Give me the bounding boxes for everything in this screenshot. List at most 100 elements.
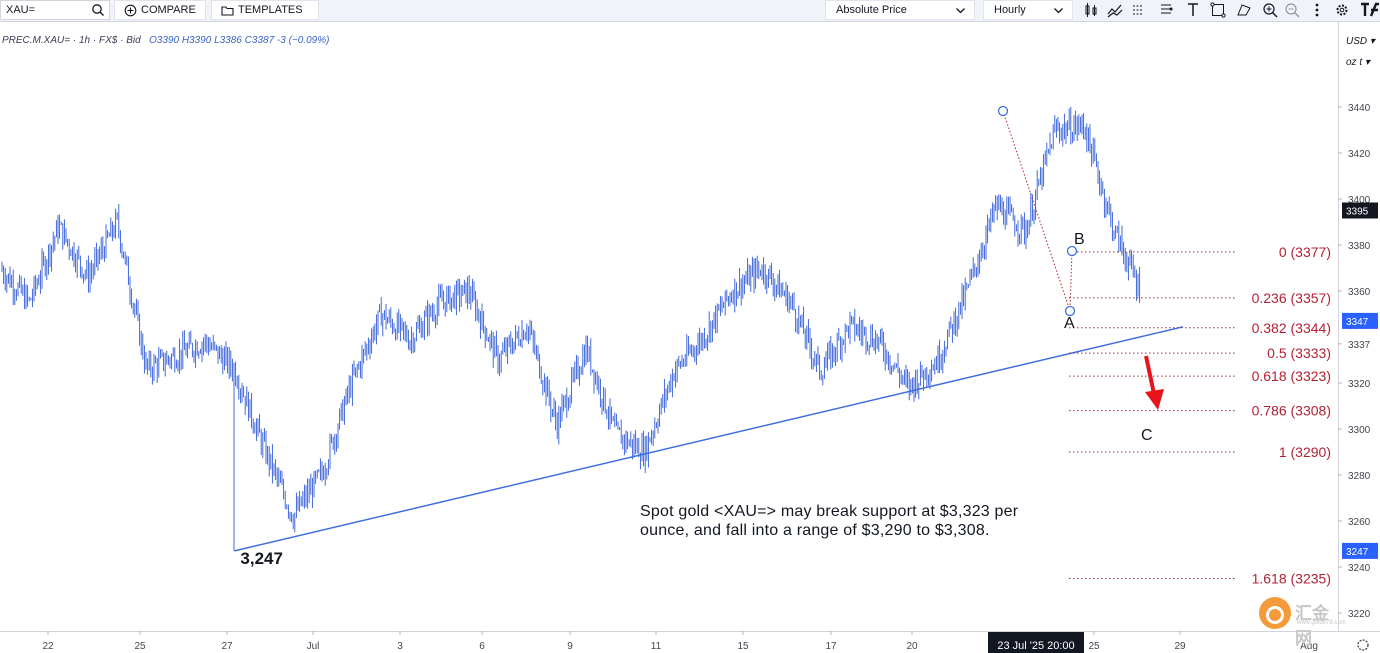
price-tag-3347: 3347 [1346, 317, 1369, 328]
time-tick-label: 17 [825, 641, 837, 652]
price-tick-label: 3320 [1348, 379, 1371, 390]
price-tick-label: 3440 [1348, 103, 1371, 114]
more-icon[interactable] [1309, 2, 1325, 18]
add-circle-icon [124, 4, 137, 17]
text-icon[interactable] [1185, 2, 1201, 18]
time-tick-label: 25 [1088, 641, 1100, 652]
drawings-icon[interactable] [1131, 2, 1147, 18]
current-price-tag-bg [1342, 202, 1378, 219]
swing-low-label: 3,247 [240, 549, 283, 568]
price-tick-label: 3360 [1348, 287, 1371, 298]
fib-label-1: 1 (3290) [1279, 444, 1331, 460]
unit-value: oz t [1346, 57, 1363, 68]
time-tick-label: 25 [134, 641, 146, 652]
interval-value: Hourly [994, 4, 1026, 16]
time-tick-label: Aug [1300, 641, 1318, 652]
shapes-icon[interactable] [1210, 2, 1226, 18]
time-tick-label: 11 [651, 641, 662, 652]
chevron-down-icon [956, 8, 965, 14]
price-tag-3247-bg [1342, 542, 1378, 559]
price-tick-label: 3380 [1348, 241, 1371, 252]
time-tick-label: 20 [906, 641, 918, 652]
close-value: C3387 [244, 35, 275, 46]
current-price-tag: 3395 [1346, 207, 1369, 218]
fib-label-0.618: 0.618 (3323) [1252, 368, 1331, 384]
currency-select[interactable]: USD ▾ [1346, 36, 1375, 47]
analysis-note: Spot gold <XAU=> may break support at $3… [640, 502, 1100, 540]
down-arrow [1144, 355, 1156, 395]
time-tick-label: 6 [479, 641, 485, 652]
open-value: O3390 [149, 35, 180, 46]
time-tick-label: Jul [307, 641, 320, 652]
price-mode-value: Absolute Price [836, 4, 907, 16]
candles-icon[interactable] [1083, 2, 1099, 18]
price-tick-label: 3280 [1348, 471, 1371, 482]
drawing-handle[interactable] [997, 105, 1009, 117]
chevron-down-icon [1054, 8, 1063, 14]
logo-name: 汇金网 [1295, 604, 1329, 648]
crosshair-time-bg [988, 632, 1084, 653]
templates-label: TEMPLATES [238, 4, 303, 16]
zoom-out-icon[interactable] [1284, 2, 1300, 18]
analysis-note-line-1: Spot gold <XAU=> may break support at $3… [640, 503, 1019, 520]
price-tick-label: 3300 [1348, 425, 1371, 436]
support-trendline[interactable] [234, 326, 1184, 552]
series-legend: PREC.M.XAU= · 1h · FX$ · Bid O3390 H3390… [2, 35, 329, 46]
lines-icon[interactable] [1158, 2, 1174, 18]
logo-icon [1259, 597, 1291, 629]
price-tick-label: 3260 [1348, 517, 1371, 528]
fib-label-0.382: 0.382 (3344) [1252, 320, 1331, 336]
logo-url: www.gold678.com [1297, 620, 1346, 626]
compare-label: COMPARE [141, 4, 196, 16]
price-tick-label: 3337 [1348, 340, 1371, 351]
low-value: L3386 [214, 35, 242, 46]
compare-button[interactable]: COMPARE [114, 0, 206, 20]
unit-select[interactable]: oz t ▾ [1346, 57, 1370, 68]
price-tick-label: 3400 [1348, 195, 1371, 206]
templates-button[interactable]: TEMPLATES [211, 0, 319, 20]
fib-label-0.5: 0.5 (3333) [1267, 345, 1331, 361]
time-tick-label: 9 [567, 641, 573, 652]
symbol-search-input[interactable]: XAU= [0, 0, 110, 20]
drawing-handle[interactable] [1066, 245, 1078, 257]
price-mode-select[interactable]: Absolute Price [825, 0, 975, 20]
time-tick-label: 29 [1174, 641, 1186, 652]
chart-toolbar: XAU= COMPARE TEMPLATES Absolute Price Ho… [0, 0, 1380, 22]
folder-icon [221, 6, 234, 16]
price-tag-3347-bg [1342, 312, 1378, 329]
high-value: H3390 [181, 35, 212, 46]
annotation-icon[interactable] [1236, 2, 1252, 18]
series-name: PREC.M.XAU= · 1h · FX$ · Bid [2, 35, 141, 46]
analysis-note-line-2: ounce, and fall into a range of $3,290 t… [640, 522, 990, 539]
tr-logo-icon [1361, 2, 1379, 17]
time-tick-label: 27 [221, 641, 233, 652]
price-tick-label: 3240 [1348, 563, 1371, 574]
search-icon[interactable] [91, 3, 105, 17]
symbol-text: XAU= [6, 4, 36, 16]
drawing-handle[interactable] [1064, 305, 1076, 317]
settings-icon[interactable] [1334, 2, 1350, 18]
wave-label-a: A [1064, 315, 1075, 332]
time-tick-label: 22 [42, 641, 54, 652]
wave-label-b: B [1074, 231, 1085, 248]
indicators-icon[interactable] [1107, 2, 1123, 18]
axis-settings-icon[interactable] [1357, 639, 1369, 651]
wave-label-c: C [1141, 427, 1153, 444]
currency-value: USD [1346, 36, 1368, 47]
fib-label-0: 0 (3377) [1279, 244, 1331, 260]
crosshair-time-label: 23 Jul '25 20:00 [997, 640, 1074, 652]
fib-label-0.236: 0.236 (3357) [1252, 290, 1331, 306]
fib-label-0.786: 0.786 (3308) [1252, 403, 1331, 419]
price-tag-3247: 3247 [1346, 547, 1369, 558]
fib-label-1.618: 1.618 (3235) [1252, 571, 1331, 587]
watermark-logo: 汇金网 www.gold678.com [1259, 595, 1346, 648]
time-tick-label: 3 [397, 641, 403, 652]
change-value: -3 (−0.09%) [276, 35, 330, 46]
down-arrow-head [1145, 389, 1164, 410]
price-tick-label: 3220 [1348, 609, 1371, 620]
interval-select[interactable]: Hourly [983, 0, 1073, 20]
zoom-in-icon[interactable] [1262, 2, 1278, 18]
time-tick-label: 15 [737, 641, 749, 652]
price-tick-label: 3420 [1348, 149, 1371, 160]
